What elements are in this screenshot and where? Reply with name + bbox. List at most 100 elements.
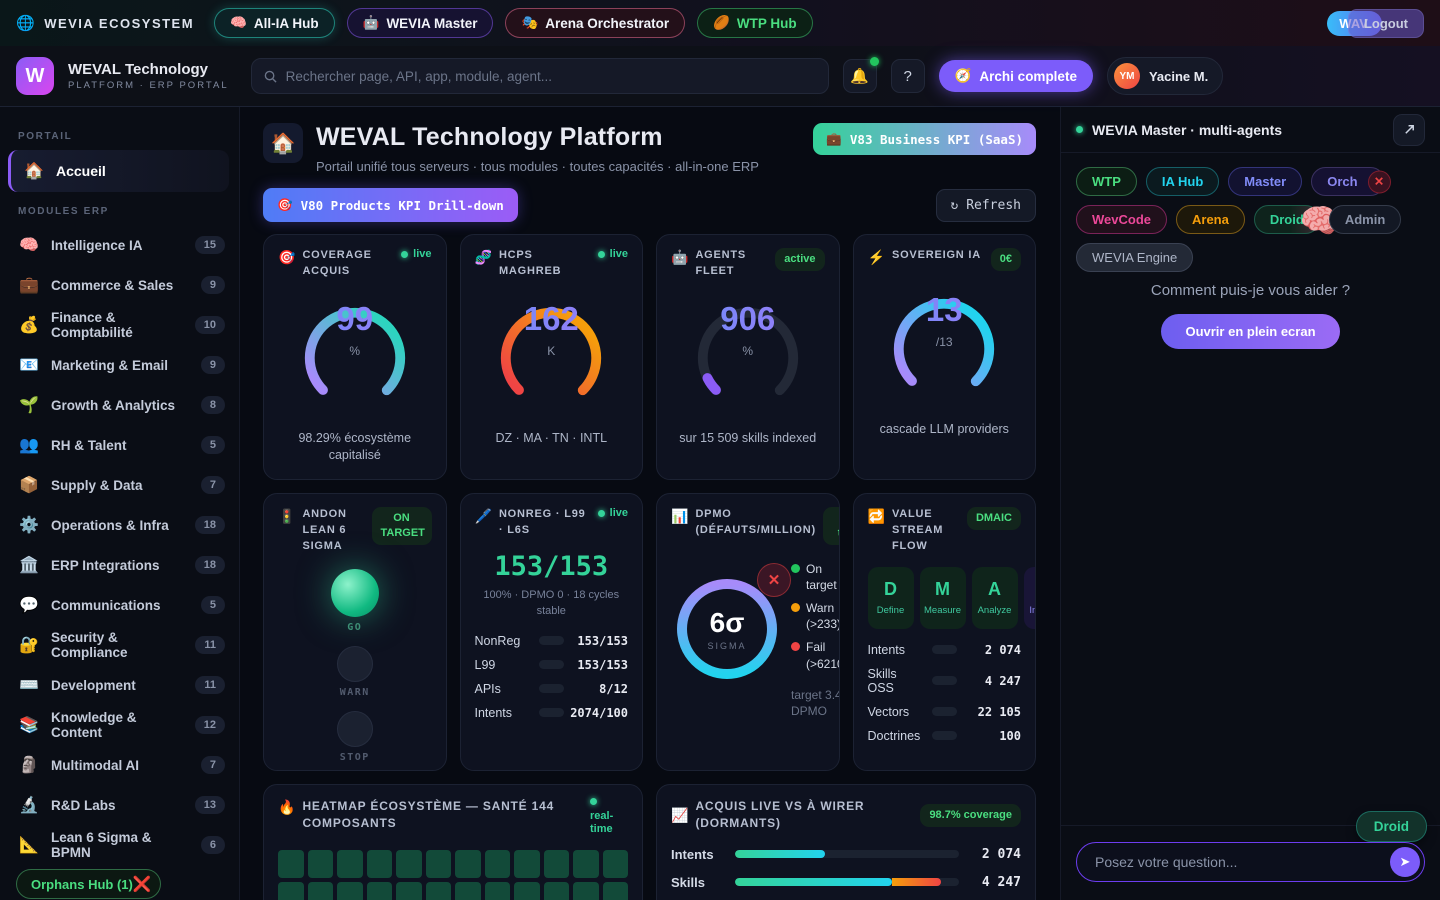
sidebar-item-marketing-email[interactable]: 📧 Marketing & Email 9 — [0, 345, 239, 385]
kpi-footer: 98.29% écosystème capitalisé — [298, 430, 412, 463]
legend-fail: Fail (>6210) — [791, 639, 839, 671]
gauge-value: 906 — [671, 300, 825, 338]
card-value-stream-flow: 🔁 VALUE STREAM FLOW DMAIC D Define M Measu… — [852, 493, 1036, 771]
tab-wevia-master[interactable]: 🤖 WEVIA Master — [346, 8, 494, 38]
tab-arena-orchestrator[interactable]: 🎭 Arena Orchestrator — [505, 8, 686, 38]
sigma-unit: SIGMA — [707, 640, 747, 651]
agent-chips: WTP IA Hub Master Orch ✕ WevCode Arena D… — [1061, 153, 1440, 272]
metric-row: Vectors 22 105 — [867, 704, 1022, 719]
droid-mode-button[interactable]: Droid — [1355, 811, 1427, 842]
sidebar-item-lean-6-sigma[interactable]: 📐 Lean 6 Sigma & BPMN 6 — [0, 825, 239, 865]
close-icon[interactable]: ✕ — [757, 562, 791, 597]
package-icon: 📦 — [19, 477, 39, 494]
sidebar-item-communications[interactable]: 💬 Communications 5 — [0, 585, 239, 625]
archi-complete-button[interactable]: 🧭 Archi complete — [938, 60, 1093, 92]
briefcase-icon: 💼 — [19, 277, 39, 294]
chip-wevcode[interactable]: WevCode — [1076, 205, 1167, 234]
warn-light — [336, 645, 373, 682]
logout-button[interactable]: Logout — [1347, 8, 1424, 38]
gauge-value: 162 — [475, 300, 629, 338]
seedling-icon: 🌱 — [19, 397, 39, 414]
sidebar-item-intelligence-ia[interactable]: 🧠 Intelligence IA 15 — [0, 225, 239, 265]
moai-icon: 🗿 — [19, 757, 39, 774]
user-menu[interactable]: YM Yacine M. — [1106, 57, 1224, 95]
refresh-button[interactable]: ↻ Refresh — [935, 188, 1036, 222]
send-button[interactable]: ➤ — [1390, 847, 1420, 877]
heatmap-grid — [278, 850, 628, 900]
help-button[interactable]: ? — [890, 59, 925, 93]
gauge-hcps: 162 K — [475, 284, 629, 432]
ecosystem-brand: 🌐 WEVIA ECOSYSTEM — [16, 14, 194, 32]
legend-on-target: On target — [791, 561, 839, 593]
expand-button[interactable] — [1393, 113, 1425, 146]
sidebar-item-commerce-sales[interactable]: 💼 Commerce & Sales 9 — [0, 265, 239, 305]
step-analyze: A Analyze — [971, 566, 1018, 629]
chip-droid[interactable]: Droid 🧠 — [1253, 202, 1341, 239]
sidebar-item-erp-integrations[interactable]: 🏛️ ERP Integrations 18 — [0, 545, 239, 585]
realtime-badge: real-time — [590, 810, 614, 836]
question-mark-icon: ? — [903, 67, 912, 85]
sidebar-item-multimodal-ai[interactable]: 🗿 Multimodal AI 7 — [0, 745, 239, 785]
count-badge: 8 — [200, 396, 225, 414]
v80-products-kpi-button[interactable]: 🎯 V80 Products KPI Drill-down — [263, 188, 518, 222]
gauge-sovereign: 13 /13 — [868, 275, 1022, 423]
microscope-icon: 🔬 — [19, 797, 39, 814]
gauge-value: 99 — [278, 300, 432, 338]
acquis-row: Skills 4 247 — [671, 874, 1021, 890]
main-content: 🏠 WEVAL Technology Platform Portail unif… — [240, 107, 1060, 900]
tab-all-ia-hub[interactable]: 🧠 All-IA Hub — [214, 8, 335, 38]
open-fullscreen-button[interactable]: Ouvrir en plein ecran — [1161, 314, 1340, 349]
money-bag-icon: 💰 — [19, 317, 39, 334]
sidebar-item-rh-talent[interactable]: 👥 RH & Talent 5 — [0, 425, 239, 465]
gauge-value: 13 — [868, 291, 1022, 329]
chat-input[interactable] — [1076, 842, 1425, 882]
orphans-hub-button[interactable]: Orphans Hub (1) ❌ — [16, 869, 161, 899]
chip-wtp[interactable]: WTP — [1076, 167, 1137, 196]
chip-ia-hub[interactable]: IA Hub — [1145, 167, 1220, 196]
app-logo: W — [16, 57, 54, 95]
count-badge: 10 — [194, 316, 225, 334]
search-icon — [264, 70, 277, 83]
sidebar-item-supply-data[interactable]: 📦 Supply & Data 7 — [0, 465, 239, 505]
target-note: target 3.4 DPMO — [791, 687, 840, 718]
sidebar-item-development[interactable]: ⌨️ Development 11 — [0, 665, 239, 705]
sidebar-item-finance[interactable]: 💰 Finance & Comptabilité 10 — [0, 305, 239, 345]
card-dpmo: 📊 DPMO (DÉFAUTS/MILLION) 6σ target 6σ — [656, 493, 840, 771]
close-icon[interactable]: ✕ — [1367, 170, 1391, 193]
chip-admin[interactable]: Admin — [1328, 205, 1402, 234]
bell-icon: 🔔 — [850, 68, 869, 85]
chip-master[interactable]: Master — [1228, 167, 1303, 196]
sidebar-item-rd-labs[interactable]: 🔬 R&D Labs 13 — [0, 785, 239, 825]
sigma-value: 6σ — [709, 606, 745, 638]
dpmo-ring: 6σ SIGMA ✕ — [671, 562, 791, 685]
chip-wevia-engine[interactable]: WEVIA Engine — [1076, 243, 1194, 272]
v83-business-kpi-badge[interactable]: 💼 V83 Business KPI (SaaS) — [813, 123, 1036, 155]
sidebar-item-growth-analytics[interactable]: 🌱 Growth & Analytics 8 — [0, 385, 239, 425]
online-dot — [1076, 126, 1083, 133]
sidebar-item-accueil[interactable]: 🏠 Accueil — [8, 150, 229, 192]
gauge-unit: % — [349, 343, 361, 358]
home-icon: 🏠 — [263, 123, 303, 163]
fire-icon: 🔥 — [278, 799, 296, 815]
notifications-button[interactable]: 🔔 — [842, 57, 879, 93]
live-dot — [590, 798, 597, 805]
global-search[interactable] — [250, 58, 829, 94]
email-icon: 📧 — [19, 357, 39, 374]
active-badge: active — [775, 248, 825, 271]
kpi-card-hcps-maghreb: 🧬 HCPS MAGHREB live 162 K DZ · MA · TN ·… — [459, 234, 643, 480]
search-input[interactable] — [285, 68, 816, 84]
sidebar-item-security-compliance[interactable]: 🔐 Security & Compliance 11 — [0, 625, 239, 665]
modules-heading: MODULES ERP — [18, 206, 109, 217]
metric-row: NonReg 153/153 — [474, 633, 629, 648]
sidebar-item-knowledge-content[interactable]: 📚 Knowledge & Content 12 — [0, 705, 239, 745]
app-header: W WEVAL Technology PLATFORM · ERP PORTAL… — [0, 46, 1440, 107]
speech-bubble-icon: 💬 — [19, 597, 39, 614]
chip-arena[interactable]: Arena — [1176, 205, 1245, 234]
chip-orch[interactable]: Orch ✕ — [1311, 167, 1391, 196]
live-badge: live — [413, 248, 432, 260]
count-badge: 6 — [200, 836, 225, 854]
sidebar-item-operations-infra[interactable]: ⚙️ Operations & Infra 18 — [0, 505, 239, 545]
tab-wtp-hub[interactable]: 🏉 WTP Hub — [697, 8, 813, 38]
count-badge: 18 — [194, 516, 225, 534]
step-improve: IImprove — [1023, 566, 1036, 629]
